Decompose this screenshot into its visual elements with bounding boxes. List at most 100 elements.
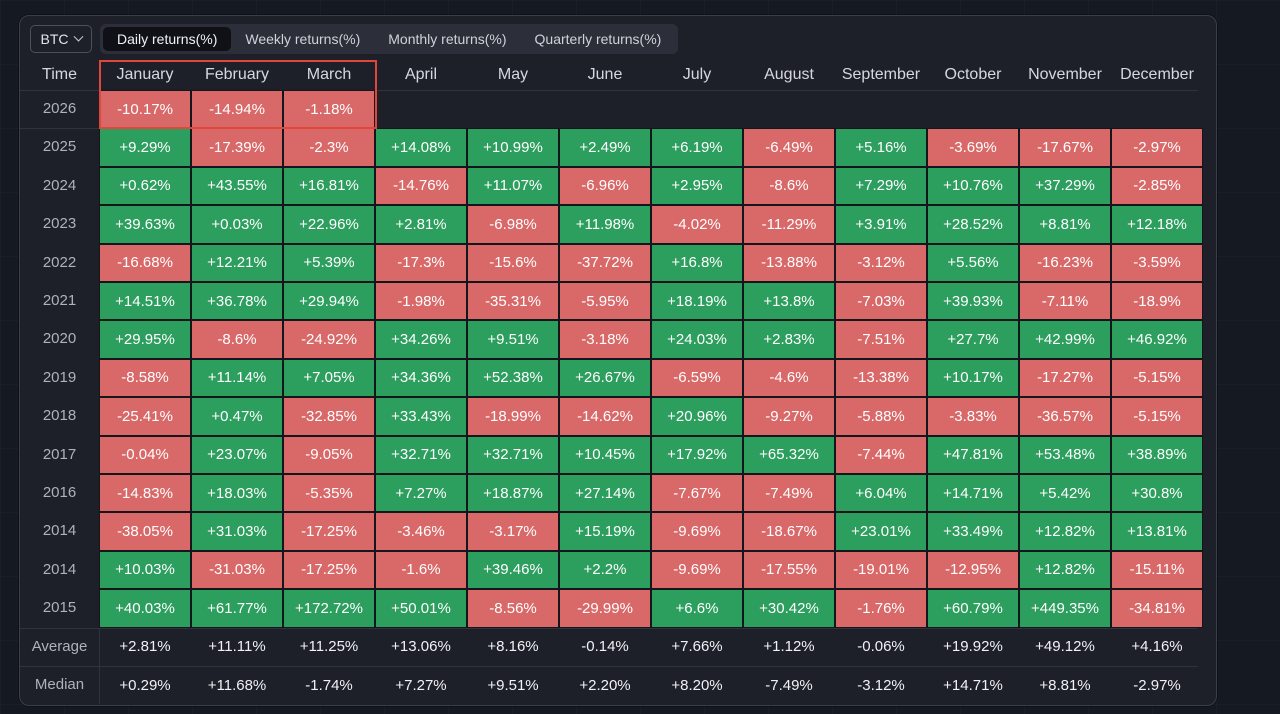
return-period-tabs: Daily returns(%) Weekly returns(%) Month… xyxy=(100,24,679,54)
stat-cell: +2.81% xyxy=(119,638,171,656)
column-header-january: January xyxy=(116,66,174,83)
return-cell: -14.76% xyxy=(375,166,467,206)
return-cell: +39.63% xyxy=(99,205,191,244)
return-cell: -7.67% xyxy=(651,474,743,513)
tab-daily-returns[interactable]: Daily returns(%) xyxy=(103,27,232,51)
column-header-december: December xyxy=(1120,66,1194,83)
return-cell: -5.95% xyxy=(559,282,651,321)
return-cell: -5.88% xyxy=(835,397,927,436)
return-cell: +27.14% xyxy=(559,474,651,513)
return-cell: +60.79% xyxy=(927,589,1019,628)
column-header-february: February xyxy=(204,66,270,83)
return-cell: -32.85% xyxy=(283,397,375,436)
column-header-august: August xyxy=(764,66,814,83)
return-cell: -17.39% xyxy=(191,128,283,167)
return-cell: -3.46% xyxy=(375,512,467,551)
return-cell: -7.49% xyxy=(743,474,835,513)
return-cell: -9.05% xyxy=(283,435,375,474)
return-cell: -10.17% xyxy=(99,90,191,129)
return-cell: +30.8% xyxy=(1111,474,1203,513)
return-cell: -15.6% xyxy=(467,243,559,282)
year-label: 2018 xyxy=(42,407,77,425)
year-label: 2024 xyxy=(42,176,77,194)
return-cell: -1.98% xyxy=(375,282,467,321)
year-label: 2014 xyxy=(42,522,77,540)
return-cell: -2.85% xyxy=(1111,166,1203,206)
return-cell: +11.14% xyxy=(191,358,283,398)
return-cell: +29.95% xyxy=(99,320,191,359)
tab-quarterly-returns[interactable]: Quarterly returns(%) xyxy=(534,31,662,47)
stat-cell: +9.51% xyxy=(487,676,539,694)
return-cell: -34.81% xyxy=(1111,589,1203,628)
return-cell: +52.38% xyxy=(467,358,559,398)
return-cell: -3.83% xyxy=(927,397,1019,436)
return-cell: +18.19% xyxy=(651,282,743,321)
return-cell: +12.18% xyxy=(1111,205,1203,244)
return-cell: -6.49% xyxy=(743,128,835,167)
return-cell: -1.18% xyxy=(283,90,375,129)
return-cell: +0.62% xyxy=(99,166,191,206)
return-cell: +33.43% xyxy=(375,397,467,436)
return-cell: +43.55% xyxy=(191,166,283,206)
stat-label-median: Median xyxy=(34,676,85,693)
stat-cell: +11.68% xyxy=(207,676,267,694)
row-divider xyxy=(20,627,1198,629)
stat-cell: +8.20% xyxy=(671,676,723,694)
return-cell: +6.19% xyxy=(651,128,743,167)
year-label: 2019 xyxy=(42,368,77,386)
return-cell: +7.05% xyxy=(283,358,375,398)
column-header-april: April xyxy=(404,66,437,83)
return-cell: +20.96% xyxy=(651,397,743,436)
return-cell: -3.69% xyxy=(927,128,1019,167)
return-cell: +14.08% xyxy=(375,128,467,167)
return-cell: -25.41% xyxy=(99,397,191,436)
stat-cell: -1.74% xyxy=(305,676,353,694)
year-label: 2026 xyxy=(42,100,77,117)
stat-cell: -0.06% xyxy=(857,638,905,656)
return-cell: +50.01% xyxy=(375,589,467,628)
stat-cell: -0.14% xyxy=(581,638,629,656)
asset-select[interactable]: BTC xyxy=(30,25,92,53)
year-label: 2020 xyxy=(42,330,77,348)
return-cell: -4.6% xyxy=(743,358,835,398)
return-cell: +13.81% xyxy=(1111,512,1203,551)
return-cell: -11.29% xyxy=(743,205,835,244)
return-cell: -7.44% xyxy=(835,435,927,474)
return-cell: -17.25% xyxy=(283,512,375,551)
header-divider xyxy=(20,90,1198,91)
return-cell: +7.27% xyxy=(375,474,467,513)
return-cell: +53.48% xyxy=(1019,435,1111,474)
return-cell: -17.27% xyxy=(1019,358,1111,398)
stat-cell: +13.06% xyxy=(391,638,451,656)
return-cell: +6.04% xyxy=(835,474,927,513)
return-cell: +23.01% xyxy=(835,512,927,551)
return-cell: -36.57% xyxy=(1019,397,1111,436)
return-cell: -7.11% xyxy=(1019,282,1111,321)
stat-cell: +1.12% xyxy=(763,638,815,656)
return-cell: +16.8% xyxy=(651,243,743,282)
return-cell: -1.6% xyxy=(375,550,467,590)
stat-cell: -7.49% xyxy=(765,676,813,694)
return-cell: -5.15% xyxy=(1111,358,1203,398)
return-cell: -6.98% xyxy=(467,205,559,244)
return-cell: +38.89% xyxy=(1111,435,1203,474)
stat-cell: +0.29% xyxy=(119,676,171,694)
column-header-time: Time xyxy=(42,66,77,83)
tab-monthly-returns[interactable]: Monthly returns(%) xyxy=(388,31,507,47)
return-cell: -5.15% xyxy=(1111,397,1203,436)
return-cell: +61.77% xyxy=(191,589,283,628)
return-cell: -35.31% xyxy=(467,282,559,321)
tab-weekly-returns[interactable]: Weekly returns(%) xyxy=(245,31,361,47)
return-cell: -1.76% xyxy=(835,589,927,628)
return-cell: +10.17% xyxy=(927,358,1019,398)
return-cell: +15.19% xyxy=(559,512,651,551)
return-cell: +9.51% xyxy=(467,320,559,359)
return-cell: +8.81% xyxy=(1019,205,1111,244)
return-cell: +40.03% xyxy=(99,589,191,628)
return-cell: +47.81% xyxy=(927,435,1019,474)
return-cell: -14.94% xyxy=(191,90,283,129)
stat-cell: +2.20% xyxy=(579,676,631,694)
return-cell: +24.03% xyxy=(651,320,743,359)
return-cell: +42.99% xyxy=(1019,320,1111,359)
return-cell: +172.72% xyxy=(283,589,375,628)
